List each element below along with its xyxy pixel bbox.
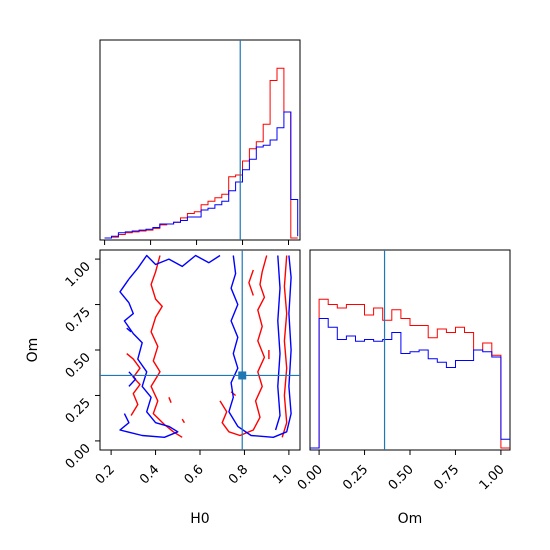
contour-0-path-0 bbox=[150, 255, 183, 438]
hist-Om-content-series-0 bbox=[310, 298, 510, 449]
contour-ytick-label-1: 0.25 bbox=[63, 396, 94, 427]
xlabel-H0: H0 bbox=[190, 511, 209, 527]
contour-xtick-label-0: 0.2 bbox=[93, 462, 118, 487]
contour-1-path-5 bbox=[126, 327, 132, 333]
truth-marker bbox=[238, 371, 247, 380]
contour-0-path-5 bbox=[168, 397, 172, 403]
contour-xtick-label-3: 0.8 bbox=[226, 462, 251, 487]
contour-xtick-label-4: 1.0 bbox=[270, 462, 295, 487]
contour-xtick-label-1: 0.4 bbox=[137, 462, 162, 487]
contour-frame bbox=[99, 249, 301, 451]
contour-content bbox=[100, 250, 300, 450]
contour-0-path-6 bbox=[181, 418, 185, 424]
contour-1-path-3 bbox=[274, 255, 281, 431]
contour-ytick-label-4: 1.00 bbox=[63, 259, 94, 290]
hist-H0-content bbox=[104, 40, 299, 245]
contour-1-path-1 bbox=[119, 278, 179, 438]
contour-ytick-label-2: 0.50 bbox=[63, 350, 94, 381]
contour-xtick-label-2: 0.6 bbox=[182, 462, 207, 487]
contour-yticks: 0.00 0.25 0.50 0.75 1.00 bbox=[63, 258, 100, 472]
hist-Om-xtick-label-3: 0.75 bbox=[431, 462, 462, 493]
hist-Om-panel: 0.00 0.25 0.50 0.75 1.00 Om bbox=[295, 249, 511, 527]
contour-0-path-1 bbox=[219, 255, 268, 437]
contour-0-path-4 bbox=[248, 269, 254, 296]
contour-1-path-4 bbox=[128, 371, 137, 387]
ylabel-Om: Om bbox=[25, 338, 41, 363]
hist-Om-xtick-label-0: 0.00 bbox=[295, 462, 326, 493]
hist-Om-xticks: 0.00 0.25 0.50 0.75 1.00 bbox=[295, 450, 508, 493]
contour-xticks: 0.2 0.4 0.6 0.8 1.0 bbox=[93, 450, 296, 487]
contour-ytick-label-0: 0.00 bbox=[63, 441, 94, 472]
hist-H0-frame bbox=[99, 39, 301, 241]
hist-Om-content-series-1 bbox=[310, 318, 510, 449]
contour-ytick-label-3: 0.75 bbox=[63, 305, 94, 336]
hist-Om-xtick-label-2: 0.50 bbox=[386, 462, 417, 493]
hist-H0-content-series-0 bbox=[104, 67, 298, 239]
contour-0-path-3 bbox=[126, 353, 141, 416]
contour-1-path-2 bbox=[228, 255, 292, 438]
hist-Om-content bbox=[310, 250, 510, 450]
hist-Om-xtick-label-1: 0.25 bbox=[340, 462, 371, 493]
contour-0-path-2 bbox=[281, 255, 288, 438]
contour-panel: 0.2 0.4 0.6 0.8 1.0 0.000.250.500.751.00 H0 … bbox=[25, 249, 301, 527]
hist-H0-panel bbox=[99, 39, 301, 245]
contour-1-path-0 bbox=[128, 254, 221, 280]
hist-Om-xtick-label-4: 1.00 bbox=[477, 462, 508, 493]
xlabel-Om: Om bbox=[398, 511, 423, 527]
hist-H0-content-series-1 bbox=[104, 111, 299, 239]
